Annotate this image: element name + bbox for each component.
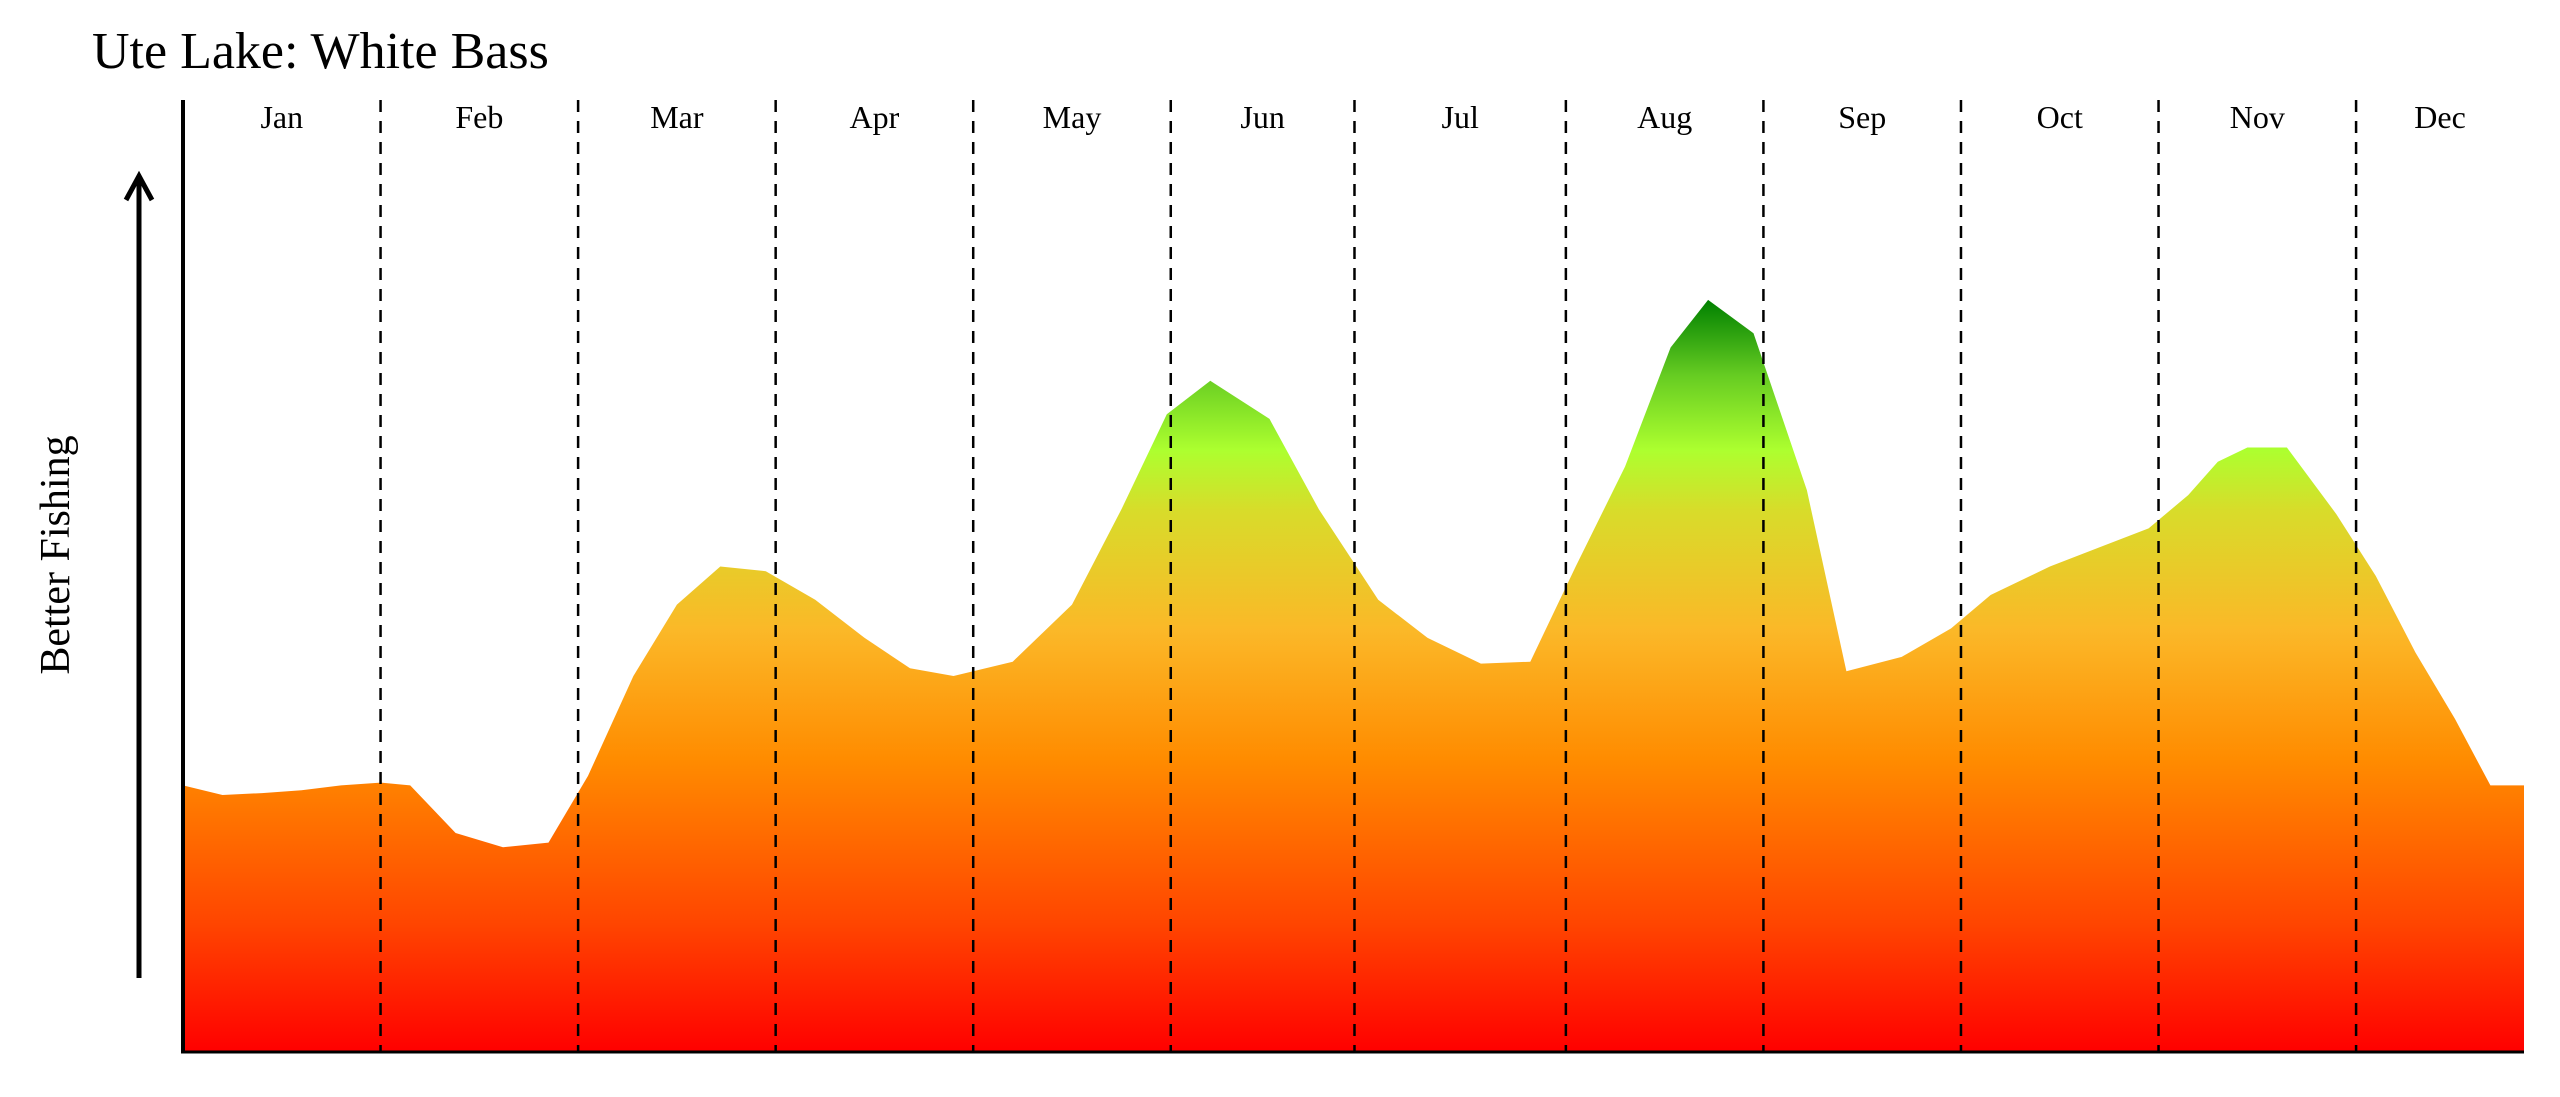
better-fishing-arrow-icon (123, 170, 155, 978)
chart-title: Ute Lake: White Bass (92, 23, 549, 80)
month-label-oct: Oct (2037, 99, 2083, 135)
month-label-jul: Jul (1442, 99, 1479, 135)
month-dividers (379, 100, 2358, 1052)
month-label-nov: Nov (2230, 99, 2285, 135)
month-label-feb: Feb (455, 99, 503, 135)
month-label-mar: Mar (650, 99, 704, 135)
month-label-aug: Aug (1637, 99, 1692, 135)
month-label-jun: Jun (1240, 99, 1284, 135)
month-labels: Jan Feb Mar Apr May Jun Jul Aug Sep Oct Nov Dec (260, 99, 2465, 135)
month-label-sep: Sep (1838, 99, 1886, 135)
month-label-dec: Dec (2414, 99, 2466, 135)
month-label-apr: Apr (850, 99, 900, 135)
month-label-may: May (1043, 99, 1102, 135)
month-label-jan: Jan (260, 99, 303, 135)
